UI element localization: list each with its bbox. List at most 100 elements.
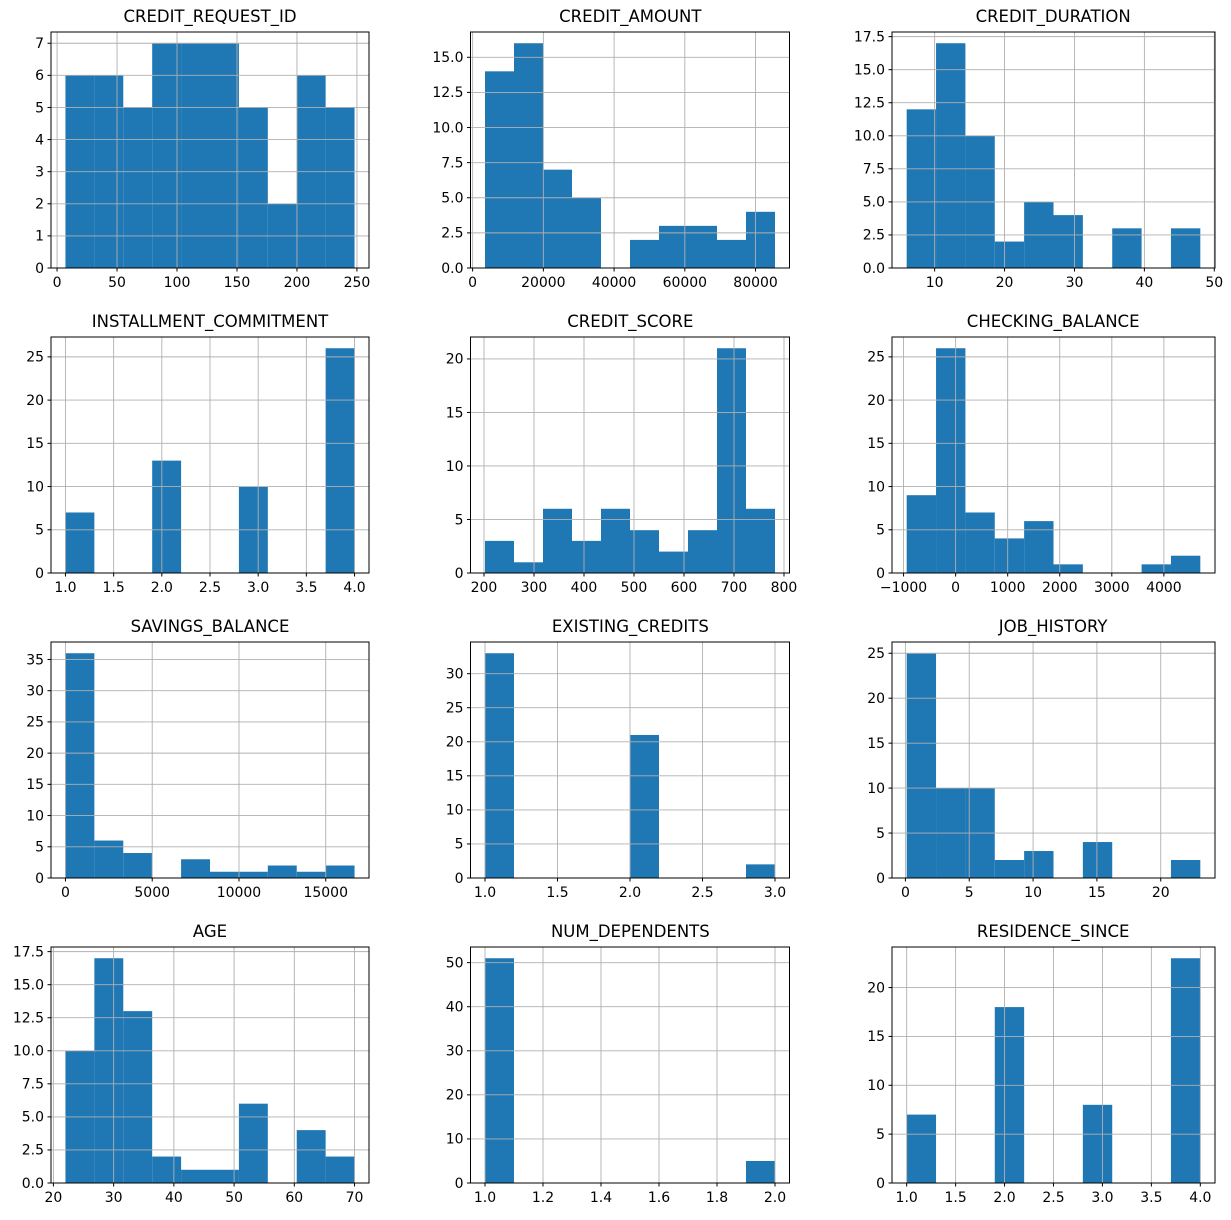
x-tick-labels: 1.0 1.2 1.4 1.6 1.8 2.0 — [474, 1190, 786, 1206]
tick-marks — [467, 56, 757, 272]
y-tick-label: 0 — [455, 871, 464, 887]
plot-title: CREDIT_SCORE — [567, 312, 694, 331]
y-tick-label: 12.5 — [433, 85, 464, 101]
x-tick-label: 2.5 — [692, 885, 714, 901]
histogram-credit-score: 200 300 400 500 600 700 800 0 5 10 15 20 — [446, 336, 798, 596]
x-tick-label: 40000 — [592, 275, 637, 291]
histogram-bar — [65, 512, 95, 573]
x-tick-label: 10000 — [217, 885, 262, 901]
y-tick-label: 17.5 — [13, 944, 44, 960]
histogram-installment-commitment: 1.0 1.5 2.0 2.5 3.0 3.5 4.0 0 5 10 15 20 25 — [26, 336, 370, 596]
x-tick-label: 30 — [1065, 275, 1083, 291]
histogram-bar — [94, 840, 124, 878]
tick-marks — [467, 673, 776, 882]
y-tick-label: 25 — [26, 350, 44, 366]
histogram-existing-credits: 1.0 1.5 2.0 2.5 3.0 0 5 10 15 20 25 30 — [446, 641, 791, 901]
histogram-bar — [543, 508, 573, 573]
axes-box — [470, 641, 791, 879]
subplot-residence-since: RESIDENCE_SINCE 1.0 1.5 2.0 2.5 3.0 3.5 4.0 0 5 1… — [821, 915, 1231, 1220]
x-tick-label: 1.0 — [895, 1190, 917, 1206]
histogram-bar — [181, 1169, 210, 1183]
histogram-bar — [688, 225, 718, 268]
y-tick-label: 20 — [867, 393, 885, 409]
histogram-bar — [746, 864, 776, 878]
gridlines — [50, 337, 369, 574]
y-tick-label: 2.5 — [22, 1143, 44, 1159]
subplot-credit-score: CREDIT_SCORE 200 300 400 500 600 700 800 0 5 10 15… — [410, 305, 820, 610]
histogram-bar — [325, 107, 355, 268]
plot-title: EXISTING_CREDITS — [551, 617, 709, 636]
y-tick-labels: 0 5 10 15 20 — [446, 352, 464, 582]
histogram-bar — [1082, 1104, 1112, 1183]
axes-box — [470, 336, 791, 574]
histogram-bar — [1082, 842, 1112, 878]
y-tick-label: 2.5 — [862, 228, 884, 244]
y-tick-label: 5.0 — [442, 191, 464, 207]
histogram-bar — [630, 239, 660, 268]
plot-title: CREDIT_AMOUNT — [559, 7, 702, 26]
x-tick-labels: 10 20 30 40 50 — [925, 275, 1222, 291]
y-tick-label: 20 — [867, 691, 885, 707]
y-tick-label: 4 — [35, 132, 44, 148]
gridlines — [891, 947, 1215, 1184]
y-tick-label: 30 — [446, 1044, 464, 1060]
y-tick-label: 35 — [26, 652, 44, 668]
y-tick-label: 10 — [867, 781, 885, 797]
x-tick-label: 80000 — [734, 275, 779, 291]
x-tick-label: 50 — [1205, 275, 1223, 291]
y-tick-label: 10 — [26, 808, 44, 824]
x-tick-label: 2.0 — [993, 1190, 1015, 1206]
y-tick-labels: 0.0 2.5 5.0 7.5 10.0 12.5 15.0 — [433, 50, 464, 277]
y-tick-label: 3 — [35, 164, 44, 180]
y-tick-label: 5.0 — [22, 1110, 44, 1126]
tick-marks — [47, 42, 358, 272]
histogram-bar — [123, 1011, 153, 1183]
histogram-bar — [485, 958, 515, 1183]
x-tick-label: 50 — [225, 1190, 243, 1206]
y-tick-label: 15.0 — [433, 50, 464, 66]
x-tick-labels: 0 5000 10000 15000 — [61, 885, 348, 901]
tick-marks — [47, 658, 327, 882]
x-tick-label: 2.5 — [199, 580, 221, 596]
plot-title: CREDIT_REQUEST_ID — [123, 7, 297, 26]
histogram-bar — [572, 540, 602, 573]
histogram-bar — [1023, 521, 1054, 573]
histogram-bar — [746, 1160, 776, 1183]
histogram-bar — [688, 530, 718, 573]
axes-box — [891, 641, 1216, 879]
histogram-credit-amount: 0 20000 40000 60000 80000 0.0 2.5 5.0 7.5 10.0 12.… — [433, 31, 791, 291]
y-tick-label: 15 — [446, 769, 464, 785]
x-tick-labels: 1.0 1.5 2.0 2.5 3.0 3.5 4.0 — [895, 1190, 1211, 1206]
histogram-bar — [935, 43, 966, 268]
plot-title: RESIDENCE_SINCE — [976, 922, 1130, 941]
histogram-bar — [65, 653, 95, 878]
x-tick-label: 3.0 — [764, 885, 786, 901]
histogram-bar — [181, 43, 210, 268]
histogram-bar — [746, 508, 776, 573]
y-tick-label: 7.5 — [22, 1077, 44, 1093]
y-tick-label: 5.0 — [862, 195, 884, 211]
histogram-bar — [994, 538, 1024, 573]
x-tick-labels: 20 30 40 50 60 70 — [45, 1190, 364, 1206]
subplot-num-dependents: NUM_DEPENDENTS 1.0 1.2 1.4 1.6 1.8 2.0 0 10 20 30… — [410, 915, 820, 1220]
y-tick-labels: 0.0 2.5 5.0 7.5 10.0 12.5 15.0 17.5 — [854, 29, 885, 276]
bars-group — [65, 43, 355, 268]
y-tick-label: 15 — [867, 736, 885, 752]
y-tick-label: 0 — [876, 566, 885, 582]
histogram-bar — [994, 1007, 1024, 1183]
x-tick-labels: 0 20000 40000 60000 80000 — [468, 275, 778, 291]
x-tick-labels: 0 50 100 150 200 250 — [53, 275, 371, 291]
y-tick-label: 10.0 — [854, 129, 885, 145]
x-tick-label: 2.0 — [619, 885, 641, 901]
axes-box — [891, 31, 1216, 269]
y-tick-label: 25 — [26, 715, 44, 731]
histogram-bar — [543, 169, 573, 268]
subplot-existing-credits: EXISTING_CREDITS 1.0 1.5 2.0 2.5 3.0 0 5 10 15 20… — [410, 610, 820, 915]
histogram-bar — [152, 43, 182, 268]
y-tick-label: 0 — [876, 871, 885, 887]
tick-marks — [888, 356, 1165, 577]
y-tick-label: 15 — [26, 777, 44, 793]
histogram-bar — [514, 562, 544, 573]
